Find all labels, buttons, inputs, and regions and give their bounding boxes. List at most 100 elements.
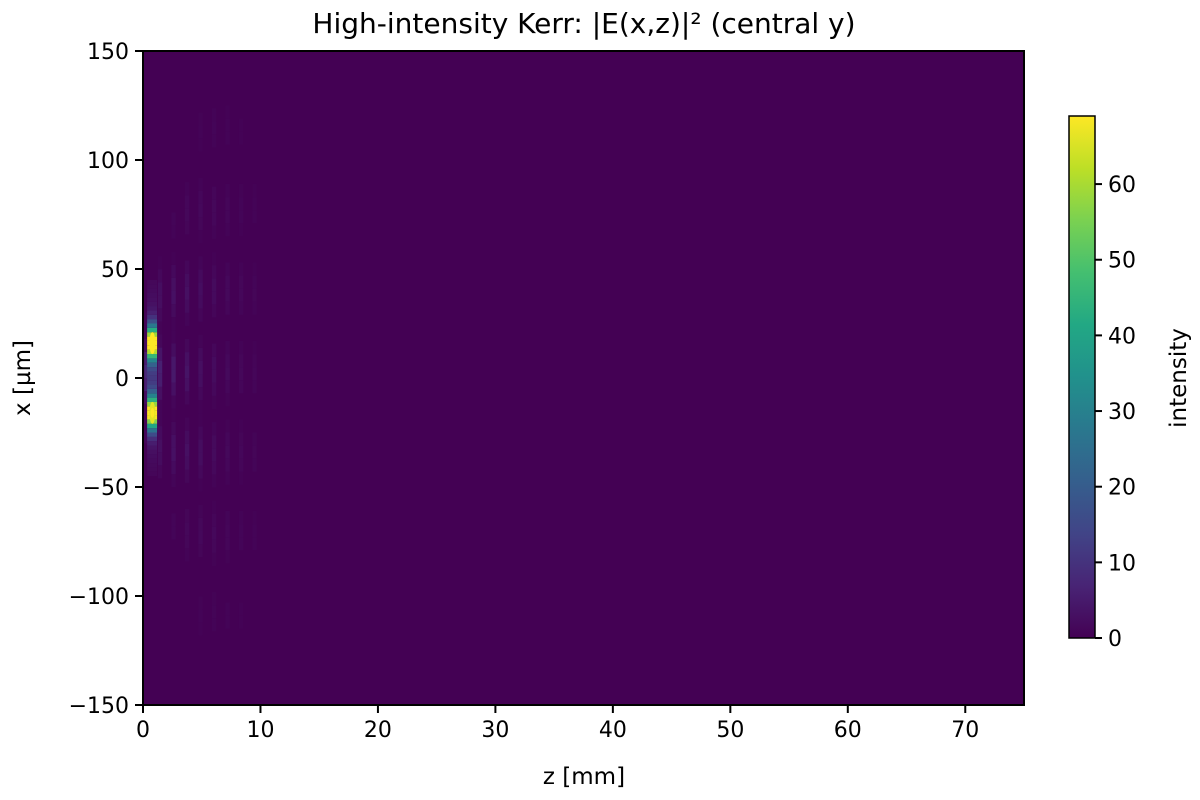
heatmap-fringe-cell	[211, 265, 217, 279]
heatmap-fringe-cell	[211, 252, 217, 266]
heatmap-fringe-cell	[171, 382, 176, 396]
heatmap-core-cell	[147, 367, 158, 372]
heatmap-fringe-cell	[252, 340, 257, 355]
heatmap-fringe-cell	[225, 288, 230, 302]
heatmap-fringe-cell	[225, 471, 230, 485]
heatmap-fringe-cell	[252, 537, 257, 551]
heatmap-fringe-cell	[238, 301, 244, 315]
heatmap-fringe-cell	[238, 602, 244, 616]
heatmap-core-cell	[147, 327, 158, 333]
colorbar-axis: 0 10 20 30 40 50 60	[1095, 173, 1136, 652]
heatmap-core-cell	[147, 384, 158, 389]
heatmap-fringe-cell	[211, 304, 217, 318]
heatmap-fringe-cell	[252, 458, 257, 472]
colorbar-tick-label: 20	[1108, 476, 1136, 501]
heatmap-core-cell	[147, 458, 158, 464]
heatmap-fringe-cell	[171, 421, 176, 435]
heatmap-fringe-cell	[171, 395, 176, 409]
heatmap-fringe-cell	[184, 182, 190, 196]
heatmap-fringe-cell	[238, 223, 244, 237]
heatmap-fringe-cell	[252, 210, 257, 224]
y-tick-label: −150	[69, 694, 129, 719]
heatmap-fringe-cell	[184, 365, 190, 379]
heatmap-fringe-cell	[171, 277, 176, 291]
heatmap-core-cell	[147, 279, 158, 285]
heatmap-fringe-cell	[198, 478, 203, 492]
heatmap-core-cell	[147, 432, 158, 437]
heatmap-fringe-cell	[157, 360, 163, 374]
heatmap-fringe-cell	[238, 354, 244, 368]
heatmap-fringe-cell	[238, 445, 244, 459]
heatmap-fringe-cell	[198, 282, 203, 296]
heatmap-fringe-cell	[225, 183, 230, 198]
heatmap-fringe-cell	[171, 369, 176, 383]
heatmap-fringe-cell	[225, 550, 230, 564]
x-tick-label: 10	[246, 718, 274, 743]
heatmap-fringe-cell	[184, 391, 190, 405]
y-axis-label: x [µm]	[10, 340, 36, 416]
x-axis: 0 10 20 30 40 50 60 70	[136, 705, 979, 743]
heatmap-fringe-cell	[211, 291, 217, 305]
heatmap-fringe-cell	[184, 509, 190, 523]
heatmap-fringe-cell	[211, 199, 217, 213]
heatmap-core-cell	[147, 371, 158, 376]
heatmap-fringe-cell	[198, 426, 203, 440]
heatmap-fringe-cell	[144, 338, 149, 352]
heatmap-fringe-cell	[157, 295, 163, 309]
heatmap-fringe-cell	[198, 112, 203, 126]
heatmap-fringe-cell	[225, 275, 230, 289]
y-tick-label: 150	[87, 40, 129, 65]
colorbar-label: intensity	[1166, 328, 1192, 428]
colorbar-tick-label: 60	[1108, 173, 1136, 198]
heatmap-fringe-cell	[144, 378, 149, 392]
heatmap-fringe-cell	[238, 471, 244, 485]
heatmap-fringe-cell	[157, 282, 163, 296]
heatmap-fringe-cell	[252, 197, 257, 211]
heatmap-fringe-cell	[238, 131, 244, 145]
heatmap-fringe-cell	[225, 262, 230, 276]
heatmap-fringe-cell	[171, 526, 176, 540]
heatmap-fringe-cell	[198, 269, 203, 283]
heatmap-fringe-cell	[184, 260, 190, 274]
heatmap-fringe-cell	[171, 264, 176, 278]
heatmap-fringe-cell	[157, 465, 163, 479]
heatmap-fringe-cell	[157, 426, 163, 440]
heatmap-core-cell	[147, 397, 158, 402]
heatmap-fringe-cell	[211, 526, 217, 540]
heatmap-fringe-cell	[252, 262, 257, 276]
heatmap-fringe-cell	[252, 301, 257, 315]
heatmap-fringe-cell	[157, 321, 163, 335]
heatmap-core-cell	[147, 292, 158, 298]
heatmap-core-cell	[147, 423, 158, 429]
heatmap-core-cell	[147, 467, 158, 472]
heatmap-fringe-cell	[211, 605, 217, 619]
heatmap-fringe-cell	[238, 275, 244, 289]
heatmap-fringe-cell	[211, 435, 217, 449]
heatmap-fringe-cell	[211, 382, 217, 396]
heatmap-fringe-cell	[184, 195, 190, 209]
heatmap-fringe-cell	[225, 537, 230, 551]
heatmap-core-cell	[147, 463, 158, 468]
y-tick-label: −50	[83, 476, 129, 501]
heatmap-fringe-cell	[211, 356, 217, 370]
heatmap-fringe-cell	[211, 121, 217, 135]
colorbar-tick-label: 40	[1108, 324, 1136, 349]
heatmap-fringe-cell	[157, 347, 163, 361]
heatmap-fringe-cell	[184, 208, 190, 222]
heatmap-fringe-cell	[157, 269, 163, 283]
heatmap-fringe-cell	[225, 118, 230, 132]
heatmap-fringe-cell	[252, 432, 257, 446]
heatmap-core-cell	[147, 454, 158, 459]
heatmap-fringe-cell	[184, 535, 190, 549]
heatmap-fringe-cell	[171, 330, 176, 344]
x-tick-label: 70	[951, 718, 979, 743]
heatmap-fringe-cell	[198, 400, 203, 414]
heatmap-fringe-cell	[225, 354, 230, 368]
heatmap-fringe-cell	[171, 461, 176, 475]
heatmap-fringe-cell	[252, 288, 257, 302]
heatmap-fringe-cell	[238, 118, 244, 132]
heatmap-fringe-cell	[157, 308, 163, 322]
heatmap-fringe-cell	[211, 212, 217, 226]
heatmap-fringe-cell	[171, 304, 176, 318]
